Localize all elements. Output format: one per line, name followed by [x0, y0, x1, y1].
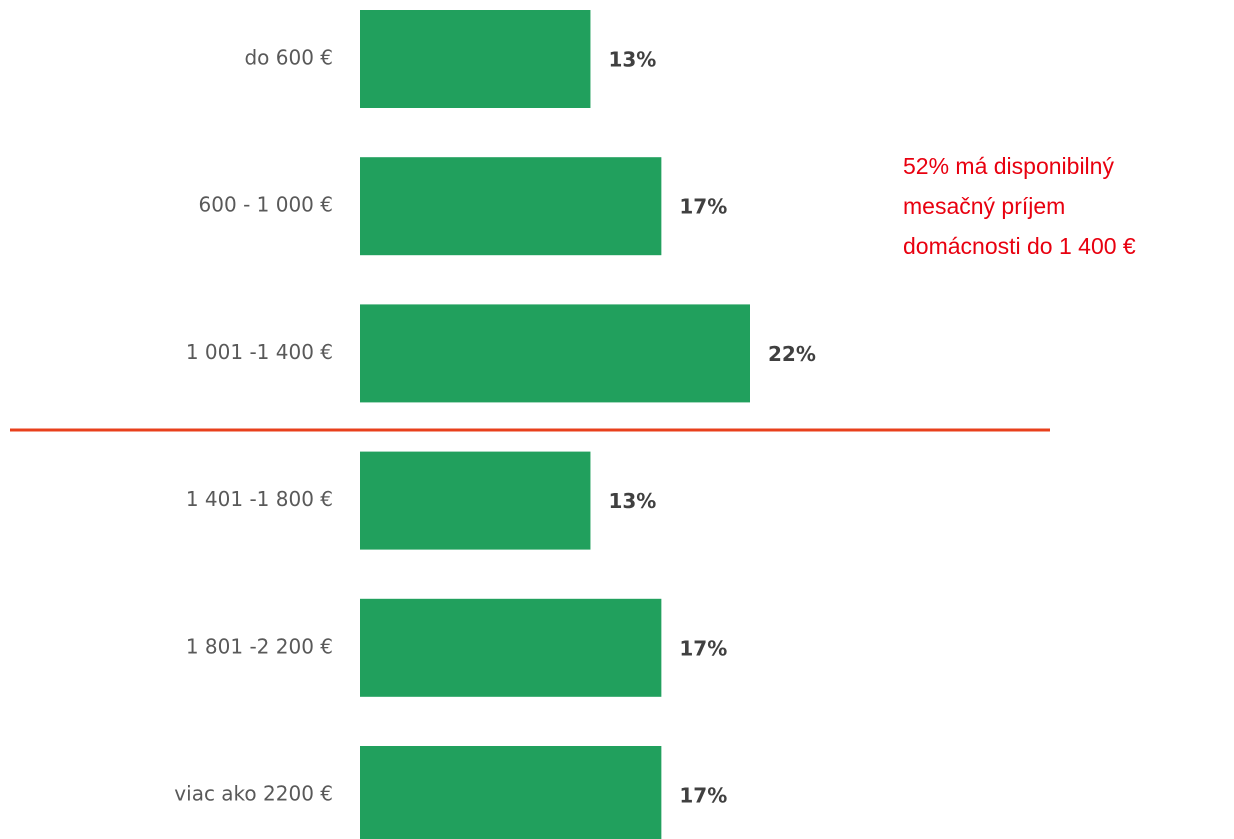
bar [360, 746, 662, 839]
bar [360, 157, 662, 256]
bar [360, 10, 591, 108]
category-label: viac ako 2200 € [174, 782, 333, 806]
bar [360, 598, 662, 697]
value-label: 17% [679, 195, 727, 219]
value-label: 13% [608, 489, 656, 513]
annotation: domácnosti do 1 400 € [903, 233, 1136, 259]
bar [360, 451, 591, 550]
value-label: 22% [768, 342, 816, 366]
category-label: 1 001 -1 400 € [186, 340, 333, 364]
category-label: 1 801 -2 200 € [186, 634, 333, 658]
value-label: 13% [608, 48, 656, 72]
value-label: 17% [679, 784, 727, 808]
category-label: do 600 € [244, 46, 333, 70]
category-label: 1 401 -1 800 € [186, 487, 333, 511]
category-label: 600 - 1 000 € [199, 193, 333, 217]
value-label: 17% [679, 636, 727, 660]
annotation: 52% má disponibilný [903, 153, 1114, 179]
annotation: mesačný príjem [903, 193, 1065, 219]
bar [360, 304, 750, 403]
